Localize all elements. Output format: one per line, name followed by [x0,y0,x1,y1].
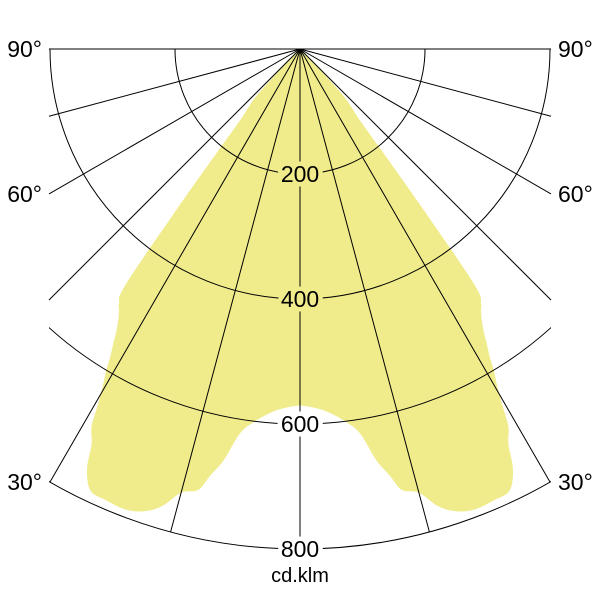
svg-text:60°: 60° [558,181,593,207]
svg-text:30°: 30° [7,469,42,495]
svg-text:800: 800 [281,536,319,562]
svg-text:400: 400 [281,286,319,312]
svg-text:60°: 60° [7,181,42,207]
svg-text:200: 200 [281,161,319,187]
svg-text:30°: 30° [558,469,593,495]
svg-text:90°: 90° [7,36,42,62]
svg-text:cd.klm: cd.klm [271,565,329,587]
svg-text:600: 600 [281,411,319,437]
svg-text:90°: 90° [558,36,593,62]
